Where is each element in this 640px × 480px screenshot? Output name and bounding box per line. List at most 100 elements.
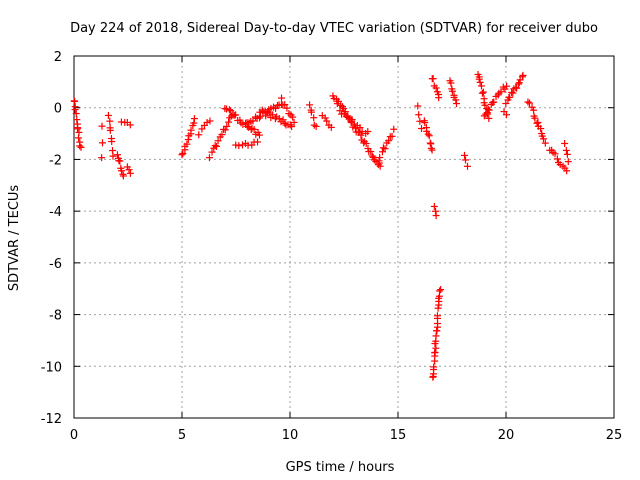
data-point xyxy=(334,97,342,105)
axis-ticks xyxy=(73,55,615,419)
data-point xyxy=(225,118,233,126)
x-tick-label: 20 xyxy=(498,428,515,443)
data-point xyxy=(205,154,213,162)
data-point xyxy=(477,82,485,90)
data-point xyxy=(118,167,126,175)
data-point xyxy=(428,146,436,154)
data-point xyxy=(476,78,484,86)
data-point xyxy=(478,89,486,97)
data-point xyxy=(385,137,393,145)
data-point xyxy=(278,94,286,102)
data-point xyxy=(502,100,510,108)
data-point xyxy=(232,111,240,119)
data-point xyxy=(433,327,441,335)
data-point xyxy=(463,162,471,170)
data-point xyxy=(563,167,571,175)
data-point xyxy=(524,98,532,106)
data-point xyxy=(506,93,514,101)
data-point xyxy=(221,126,229,134)
data-point xyxy=(503,82,511,90)
data-point xyxy=(485,114,493,122)
data-point xyxy=(461,151,469,159)
data-point xyxy=(195,131,203,139)
data-point xyxy=(479,88,487,96)
data-point xyxy=(214,137,222,145)
data-point xyxy=(251,113,259,121)
data-point xyxy=(434,304,442,312)
data-point xyxy=(125,166,133,174)
data-point xyxy=(515,80,523,88)
data-point xyxy=(227,107,235,115)
data-point xyxy=(72,110,80,118)
data-point xyxy=(425,132,433,140)
data-point xyxy=(462,156,470,164)
chart-title: Day 224 of 2018, Sidereal Day-to-day VTE… xyxy=(70,21,598,36)
data-point xyxy=(563,150,571,158)
data-point xyxy=(502,111,510,119)
data-point xyxy=(264,108,272,116)
data-point xyxy=(232,141,240,149)
data-point xyxy=(350,120,358,128)
data-point xyxy=(452,96,460,104)
data-point xyxy=(76,142,84,150)
data-point xyxy=(431,348,439,356)
y-tick-label: -2 xyxy=(49,153,62,168)
data-point xyxy=(390,125,398,133)
data-point xyxy=(482,110,490,118)
data-point xyxy=(418,125,426,133)
data-point xyxy=(250,125,258,133)
data-point xyxy=(432,212,440,220)
data-point xyxy=(288,123,296,131)
data-point xyxy=(307,108,315,116)
data-point xyxy=(183,140,191,148)
x-tick-label: 15 xyxy=(390,428,407,443)
data-point xyxy=(447,79,455,87)
data-point xyxy=(235,142,243,150)
data-point xyxy=(379,144,387,152)
data-point xyxy=(119,172,127,180)
data-point xyxy=(561,139,569,147)
data-point xyxy=(490,98,498,106)
data-point xyxy=(421,119,429,127)
data-point xyxy=(258,106,266,114)
y-tick-label: -4 xyxy=(49,205,62,220)
data-point xyxy=(279,116,287,124)
data-point xyxy=(126,121,134,129)
data-point xyxy=(254,138,262,146)
data-point xyxy=(537,125,545,133)
data-point xyxy=(519,71,527,79)
y-tick-labels: 2 0 -2 -4 -6 -8 -10 -12 xyxy=(41,50,62,427)
y-tick-label: -12 xyxy=(41,412,62,427)
data-point xyxy=(433,312,441,320)
data-point xyxy=(376,162,384,170)
data-point xyxy=(480,112,488,120)
data-point xyxy=(357,131,365,139)
data-point xyxy=(564,158,572,166)
data-point xyxy=(562,146,570,154)
data-point xyxy=(74,125,82,133)
x-tick-label: 5 xyxy=(178,428,186,443)
data-point xyxy=(368,152,376,160)
plot-frame xyxy=(73,55,615,419)
data-point xyxy=(370,156,378,164)
data-point xyxy=(211,142,219,150)
data-point xyxy=(427,144,435,152)
data-point xyxy=(126,169,134,177)
data-point xyxy=(312,122,320,130)
y-tick-label: -10 xyxy=(41,360,62,375)
data-point xyxy=(71,106,79,114)
data-point xyxy=(508,88,516,96)
data-point xyxy=(513,84,521,92)
data-point xyxy=(106,117,114,125)
data-point xyxy=(539,135,547,143)
data-point xyxy=(364,128,372,136)
data-point xyxy=(541,139,549,147)
data-point xyxy=(218,131,226,139)
data-point xyxy=(414,102,422,110)
data-point xyxy=(223,122,231,130)
data-point xyxy=(533,119,541,127)
y-tick-label: 0 xyxy=(54,102,62,117)
data-point xyxy=(323,117,331,125)
data-point xyxy=(497,88,505,96)
